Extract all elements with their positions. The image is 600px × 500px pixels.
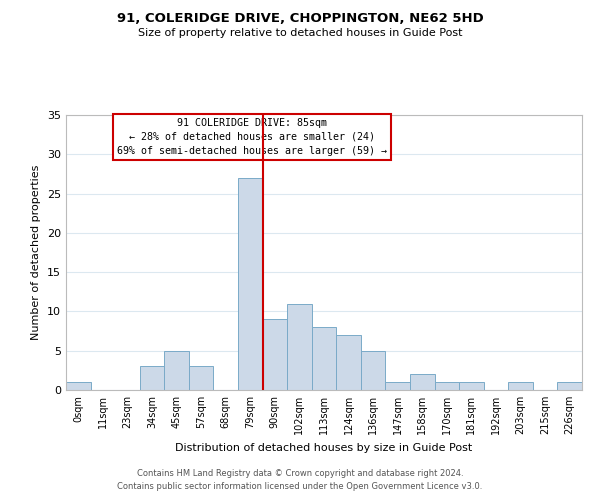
Bar — [238, 178, 263, 390]
Bar — [189, 366, 214, 390]
Bar — [557, 382, 582, 390]
Bar — [385, 382, 410, 390]
Bar — [263, 320, 287, 390]
Bar — [410, 374, 434, 390]
Text: Contains public sector information licensed under the Open Government Licence v3: Contains public sector information licen… — [118, 482, 482, 491]
Bar — [164, 350, 189, 390]
X-axis label: Distribution of detached houses by size in Guide Post: Distribution of detached houses by size … — [175, 442, 473, 452]
Bar — [508, 382, 533, 390]
Bar — [434, 382, 459, 390]
Y-axis label: Number of detached properties: Number of detached properties — [31, 165, 41, 340]
Bar — [312, 327, 336, 390]
Text: 91, COLERIDGE DRIVE, CHOPPINGTON, NE62 5HD: 91, COLERIDGE DRIVE, CHOPPINGTON, NE62 5… — [116, 12, 484, 26]
Bar — [140, 366, 164, 390]
Text: 91 COLERIDGE DRIVE: 85sqm
← 28% of detached houses are smaller (24)
69% of semi-: 91 COLERIDGE DRIVE: 85sqm ← 28% of detac… — [117, 118, 387, 156]
Bar — [336, 335, 361, 390]
Bar — [361, 350, 385, 390]
Bar — [66, 382, 91, 390]
Text: Contains HM Land Registry data © Crown copyright and database right 2024.: Contains HM Land Registry data © Crown c… — [137, 468, 463, 477]
Bar — [287, 304, 312, 390]
Bar — [459, 382, 484, 390]
Text: Size of property relative to detached houses in Guide Post: Size of property relative to detached ho… — [138, 28, 462, 38]
